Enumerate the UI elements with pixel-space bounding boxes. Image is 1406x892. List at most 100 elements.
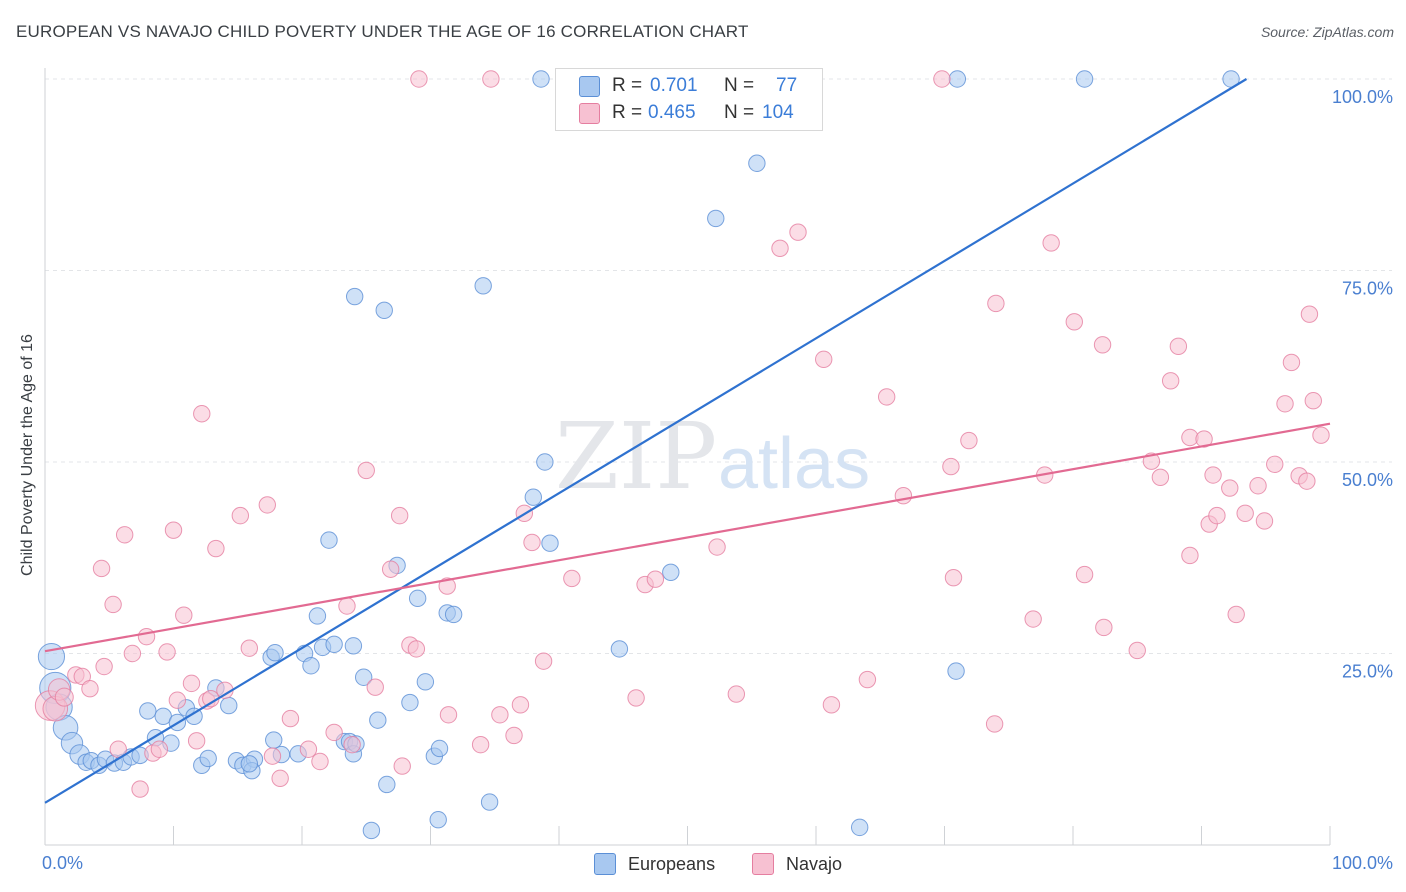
europeans-swatch: [579, 75, 600, 97]
navajo-point: [627, 689, 645, 707]
navajo-point: [1255, 512, 1274, 530]
stats-box: R = 0.701 N = 77 R = 0.465 N = 104: [555, 68, 823, 131]
r-value: 0.465: [648, 102, 696, 123]
navajo-point: [815, 350, 833, 369]
legend-item-europeans[interactable]: Europeans: [594, 853, 715, 875]
europeans-point: [345, 287, 364, 306]
legend-item-navajo[interactable]: Navajo: [752, 853, 842, 875]
navajo-point: [482, 70, 500, 88]
europeans-point: [541, 534, 559, 552]
europeans-point: [139, 702, 157, 720]
navajo-point: [231, 506, 250, 525]
n-value: 77: [776, 75, 798, 96]
navajo-point: [523, 533, 541, 552]
navajo-point: [207, 539, 225, 558]
navajo-point: [944, 568, 963, 587]
navajo-point: [1282, 353, 1301, 372]
navajo-point: [1024, 610, 1042, 628]
trend-lines: [44, 78, 1331, 804]
navajo-point: [390, 506, 409, 525]
navajo-point: [1042, 234, 1060, 252]
navajo-point: [150, 740, 169, 758]
europeans-point: [748, 154, 766, 172]
navajo-point: [263, 747, 282, 765]
watermark-atlas: atlas: [718, 424, 870, 504]
navajo-point: [109, 740, 127, 758]
navajo-point: [1204, 466, 1222, 484]
navajo-point: [563, 569, 581, 588]
grid-lines: [45, 78, 1392, 654]
navajo-point: [471, 735, 490, 754]
r-value: 0.701: [650, 75, 698, 96]
navajo-point: [54, 687, 74, 707]
source-label: Source: ZipAtlas.com: [1260, 24, 1394, 40]
europeans-point: [430, 739, 449, 758]
navajo-point: [258, 496, 277, 514]
navajo-point: [1181, 546, 1199, 565]
navajo-legend-swatch: [752, 853, 774, 875]
navajo-point: [168, 691, 187, 709]
navajo-point: [987, 294, 1005, 313]
europeans-point: [265, 731, 283, 749]
n-label: N =: [724, 75, 755, 96]
navajo-point: [822, 696, 841, 714]
navajo-point: [299, 740, 318, 758]
navajo-point: [1304, 392, 1322, 410]
navajo-point: [193, 405, 211, 423]
europeans-point: [308, 607, 327, 625]
europeans-point: [532, 70, 550, 88]
legend-label-europeans: Europeans: [628, 853, 716, 874]
navajo-point: [985, 715, 1004, 733]
navajo-point: [1169, 337, 1188, 356]
navajo-point: [1300, 305, 1319, 323]
europeans-point: [185, 707, 203, 726]
data-points: [34, 70, 1330, 840]
navajo-point: [366, 678, 384, 696]
navajo-point: [410, 70, 428, 88]
axes: [44, 68, 1331, 846]
navajo-point: [933, 70, 951, 88]
y-tick-label: 25.0%: [1342, 662, 1393, 682]
europeans-trend-line: [44, 78, 1248, 804]
europeans-point: [344, 637, 363, 655]
navajo-point: [175, 606, 193, 624]
navajo-point: [1221, 479, 1239, 497]
navajo-point: [1093, 336, 1112, 354]
navajo-point: [271, 769, 289, 788]
x-tick-label: 100.0%: [1332, 853, 1393, 873]
navajo-point: [771, 239, 789, 257]
y-tick-label: 100.0%: [1332, 87, 1393, 107]
navajo-point: [894, 487, 913, 505]
navajo-point: [1236, 504, 1254, 523]
r-label: R =: [612, 75, 643, 96]
navajo-point: [343, 735, 361, 754]
navajo-point: [1161, 372, 1180, 390]
europeans-point: [320, 531, 338, 549]
europeans-point: [707, 209, 725, 228]
europeans-point: [369, 711, 387, 729]
n-label: N =: [724, 102, 755, 123]
europeans-point: [536, 453, 554, 471]
europeans-point: [524, 488, 542, 506]
europeans-point: [610, 640, 629, 658]
y-tick-label: 50.0%: [1342, 470, 1393, 490]
navajo-point: [1276, 395, 1294, 413]
legend: Europeans Navajo: [0, 850, 1406, 878]
navajo-point: [1227, 605, 1245, 624]
europeans-point: [354, 668, 373, 686]
europeans-point: [240, 755, 259, 773]
navajo-point: [187, 732, 206, 750]
navajo-point: [960, 431, 978, 450]
navajo-point: [81, 680, 99, 698]
europeans-point: [444, 605, 463, 624]
navajo-point: [104, 595, 122, 614]
navajo-point: [727, 685, 746, 703]
watermark: ZIP atlas: [555, 403, 870, 510]
watermark-zip: ZIP: [555, 403, 717, 510]
navajo-swatch: [579, 102, 600, 124]
navajo-point: [281, 709, 300, 728]
navajo-point: [1128, 641, 1146, 660]
navajo-point: [505, 726, 523, 745]
y-tick-label: 75.0%: [1342, 279, 1393, 299]
